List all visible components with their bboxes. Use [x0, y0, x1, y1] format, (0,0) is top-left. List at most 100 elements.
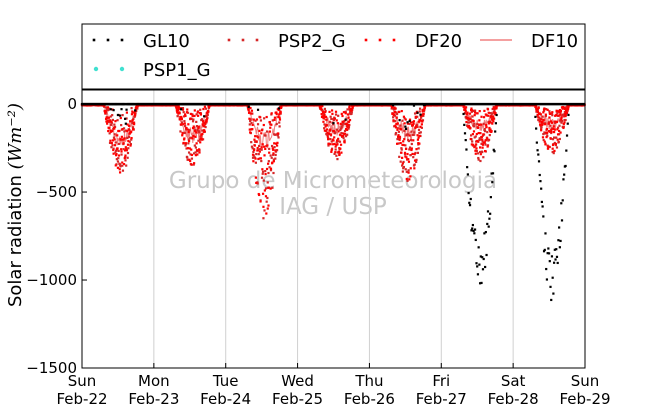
data-point — [191, 120, 195, 123]
data-point — [181, 132, 184, 135]
data-point — [555, 136, 558, 139]
data-point — [411, 152, 414, 156]
data-point — [541, 205, 544, 208]
data-point — [553, 130, 556, 134]
data-point — [259, 119, 263, 122]
data-point — [325, 118, 328, 121]
data-point — [273, 133, 277, 136]
data-point — [556, 126, 560, 129]
data-point — [465, 148, 468, 151]
data-point — [322, 117, 325, 120]
data-point — [555, 146, 559, 149]
data-point — [407, 171, 410, 174]
data-point — [562, 122, 565, 126]
data-point — [338, 153, 341, 156]
data-point — [484, 230, 487, 234]
data-point — [206, 116, 209, 119]
data-point — [552, 127, 555, 130]
data-point — [191, 137, 194, 140]
data-point — [343, 132, 347, 135]
legend-marker — [364, 38, 368, 42]
data-point — [477, 140, 480, 143]
data-point — [194, 146, 197, 149]
data-point — [272, 152, 275, 155]
data-point — [410, 148, 413, 152]
data-point — [108, 132, 111, 135]
data-point — [136, 107, 139, 110]
data-point — [347, 127, 350, 130]
data-point — [481, 146, 484, 149]
data-point — [279, 111, 282, 114]
data-point — [342, 122, 345, 125]
data-point — [321, 110, 325, 114]
data-point — [550, 112, 554, 115]
data-point — [186, 147, 190, 150]
data-point — [129, 142, 132, 146]
data-point — [116, 166, 120, 169]
data-point — [338, 133, 342, 136]
data-point — [489, 128, 492, 131]
data-point — [248, 117, 251, 120]
data-point — [334, 110, 338, 113]
data-point — [114, 141, 117, 144]
data-point — [470, 110, 473, 113]
data-point — [413, 159, 417, 162]
x-tick-label-day: Sun — [571, 372, 600, 390]
data-point — [323, 123, 326, 126]
data-point — [550, 298, 553, 302]
data-point — [264, 173, 267, 176]
data-point — [418, 134, 421, 138]
data-point — [125, 108, 128, 111]
data-point — [405, 177, 408, 181]
data-point — [346, 108, 349, 111]
data-point — [470, 143, 473, 146]
data-point — [495, 106, 498, 109]
data-point — [472, 229, 475, 233]
data-point — [275, 149, 279, 152]
data-point — [566, 122, 569, 125]
data-point — [275, 122, 278, 126]
data-point — [342, 111, 346, 114]
data-point — [344, 135, 348, 138]
data-point — [470, 229, 473, 232]
data-point — [412, 139, 415, 142]
data-point — [196, 128, 199, 132]
data-point — [401, 170, 404, 173]
data-point — [554, 121, 557, 124]
legend-marker — [119, 66, 125, 72]
data-point — [403, 153, 407, 156]
data-point — [565, 111, 569, 115]
data-point — [416, 134, 419, 137]
data-point — [124, 129, 127, 132]
data-point — [417, 136, 420, 139]
data-point — [561, 107, 564, 110]
data-point — [267, 204, 270, 207]
data-point — [343, 141, 346, 144]
data-point — [475, 262, 478, 265]
data-point — [475, 143, 478, 146]
data-point — [558, 124, 561, 127]
data-point — [253, 144, 256, 147]
data-point — [482, 116, 486, 119]
data-point — [479, 132, 482, 135]
data-point — [489, 112, 492, 115]
data-point — [264, 134, 267, 137]
data-point — [417, 147, 420, 150]
data-point — [107, 116, 111, 119]
data-point — [329, 137, 332, 141]
data-point — [478, 138, 481, 142]
data-point — [341, 114, 344, 118]
data-point — [124, 154, 127, 157]
data-point — [495, 113, 498, 117]
data-point — [182, 123, 185, 126]
data-point — [421, 120, 424, 123]
data-point — [473, 232, 476, 235]
data-point — [201, 120, 205, 123]
data-point — [198, 131, 201, 134]
x-tick-label-date: Feb-26 — [344, 390, 395, 408]
data-point — [489, 196, 492, 199]
data-point — [187, 142, 190, 145]
data-point — [323, 127, 326, 130]
data-point — [395, 142, 399, 145]
data-point — [396, 127, 399, 130]
